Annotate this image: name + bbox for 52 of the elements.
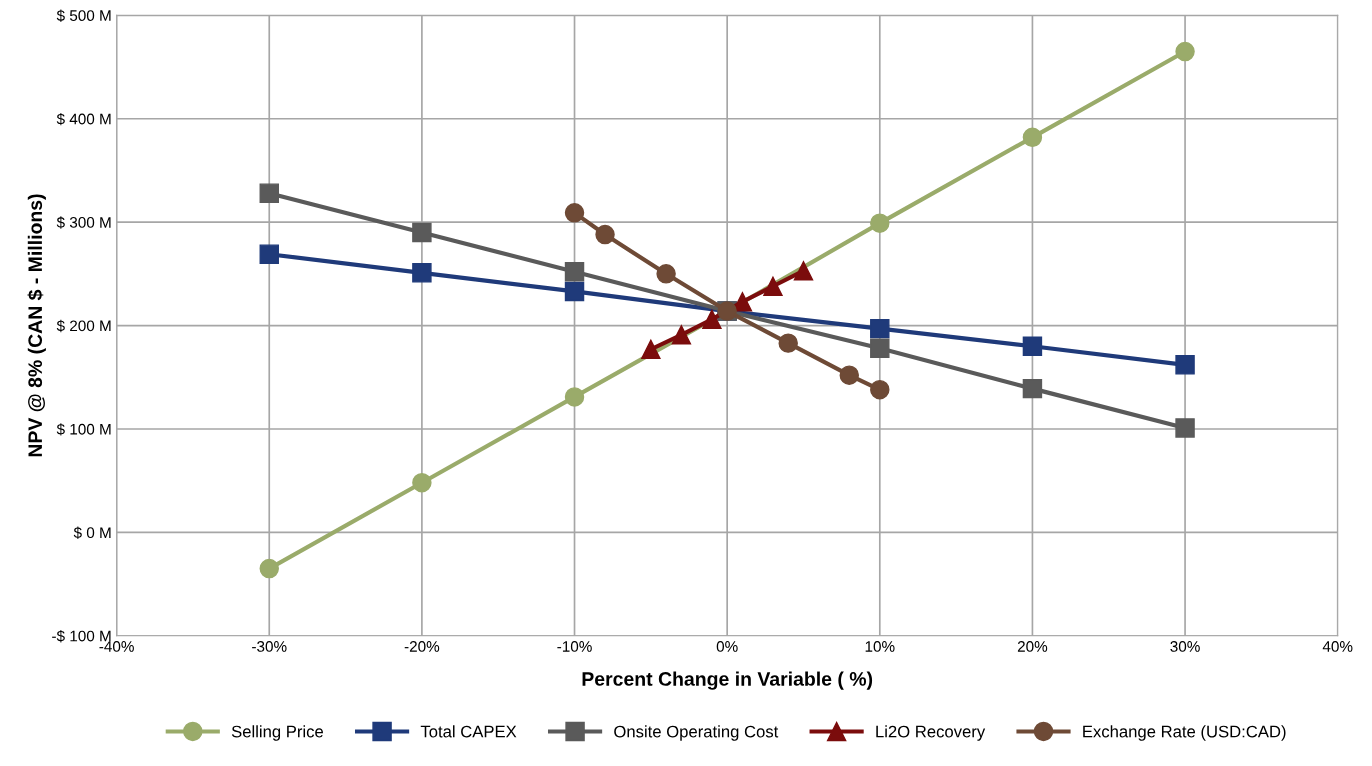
point (564, 203, 585, 223)
point (1175, 418, 1195, 438)
point (870, 379, 890, 400)
point (412, 473, 432, 493)
point (671, 325, 692, 345)
y-tick-label: $ 400 M (56, 112, 111, 126)
y-tick-label: -$ 100 M (52, 630, 111, 643)
y-tick-label: $ 100 M (56, 423, 111, 436)
point (259, 558, 279, 579)
point (1175, 355, 1195, 375)
legend-label: Li2O Recovery (876, 725, 986, 741)
point (564, 387, 585, 407)
point (778, 333, 798, 353)
x-tick-label: -20% (404, 641, 440, 652)
point (564, 281, 585, 302)
point (595, 224, 615, 245)
point (564, 262, 585, 282)
y-axis-title: NPV @ 8% (CAN $ - Millions) (27, 194, 46, 457)
point (839, 365, 859, 385)
x-tick-label: 30% (1170, 641, 1200, 652)
point (1022, 378, 1043, 399)
point (656, 264, 676, 284)
point (793, 261, 814, 281)
point (412, 263, 432, 283)
point (1022, 127, 1043, 148)
point (1175, 41, 1195, 62)
x-tick-label: -10% (557, 641, 592, 652)
x-tick-label: -40% (99, 641, 134, 652)
legend-label: Total CAPEX (420, 725, 517, 738)
legend-label: Selling Price (231, 725, 323, 741)
point (870, 213, 890, 233)
y-tick-label: $ 500 M (56, 9, 111, 22)
x-tick-label: 20% (1017, 641, 1048, 652)
legend-label: Onsite Operating Cost (614, 725, 779, 741)
point (1022, 336, 1043, 356)
x-axis-title: Percent Change in Variable ( %) (582, 671, 873, 690)
x-tick-label: 40% (1322, 641, 1353, 652)
x-tick-label: -30% (252, 641, 287, 652)
legend-label: Exchange Rate (USD:CAD) (1083, 725, 1286, 741)
point (259, 244, 279, 264)
point (870, 318, 890, 339)
point (259, 183, 279, 203)
x-tick-label: 10% (865, 641, 895, 652)
y-tick-label: $ 0 M (73, 526, 111, 539)
y-tick-label: $ 200 M (56, 319, 111, 333)
point (870, 338, 890, 359)
y-tick-label: $ 300 M (56, 216, 111, 229)
x-tick-label: 0% (716, 641, 738, 652)
point (763, 276, 783, 296)
point (641, 339, 661, 360)
point (412, 222, 432, 243)
point (702, 309, 722, 330)
